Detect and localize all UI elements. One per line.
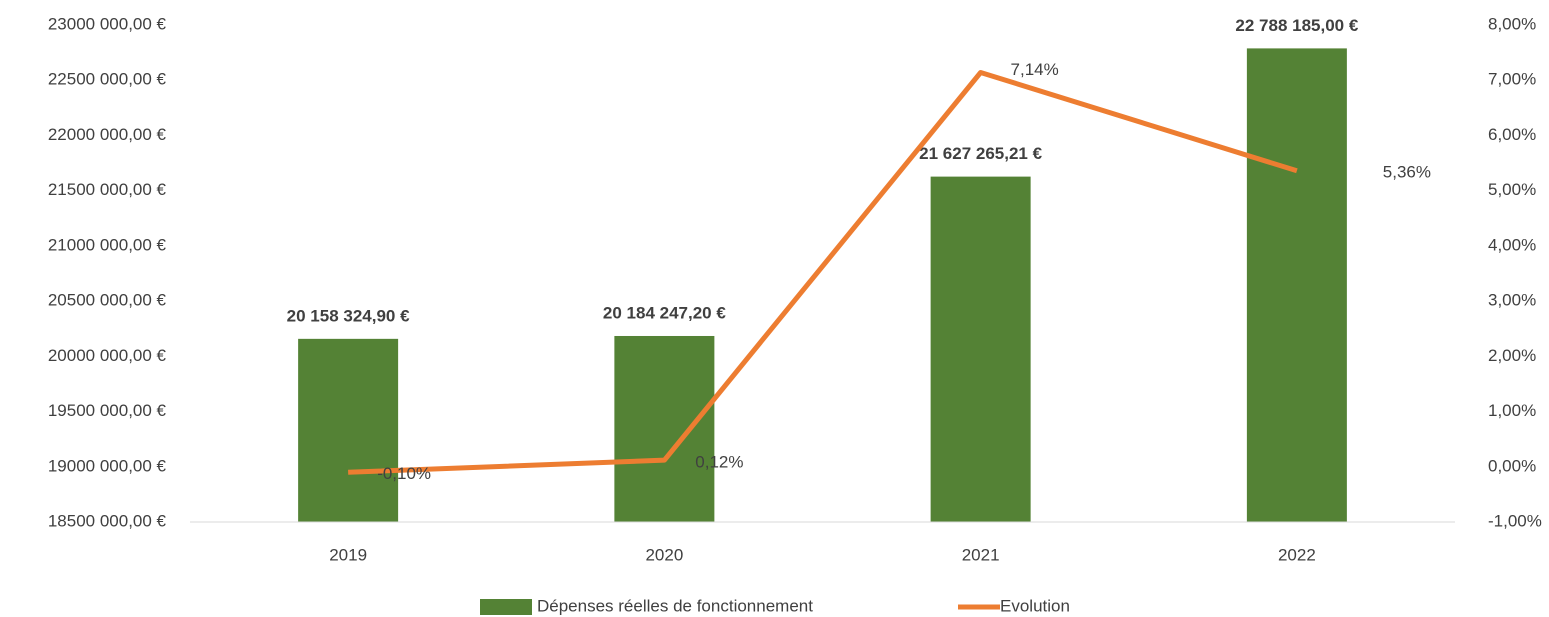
- y2-tick-label: 1,00%: [1488, 401, 1536, 420]
- line-value-label: 5,36%: [1383, 162, 1431, 181]
- y2-tick-label: 4,00%: [1488, 235, 1536, 254]
- x-tick-label: 2019: [329, 545, 367, 564]
- bar: [298, 338, 399, 522]
- y-tick-label: 23000 000,00 €: [48, 14, 167, 33]
- y-tick-label: 22000 000,00 €: [48, 125, 167, 144]
- bar: [930, 176, 1031, 522]
- y2-tick-label: 2,00%: [1488, 346, 1536, 365]
- bar: [1246, 48, 1347, 522]
- y-tick-label: 21000 000,00 €: [48, 235, 167, 254]
- bar: [614, 335, 715, 522]
- bar-value-label: 20 158 324,90 €: [287, 306, 410, 325]
- y2-tick-label: 3,00%: [1488, 291, 1536, 310]
- y-tick-label: 20500 000,00 €: [48, 291, 167, 310]
- x-tick-label: 2021: [962, 545, 1000, 564]
- line-value-label: -0,10%: [377, 464, 431, 483]
- y2-tick-label: 7,00%: [1488, 70, 1536, 89]
- line-value-label: 0,12%: [695, 453, 743, 472]
- y2-tick-label: 8,00%: [1488, 14, 1536, 33]
- line-value-label: 7,14%: [1011, 60, 1059, 79]
- y-tick-label: 20000 000,00 €: [48, 346, 167, 365]
- y-tick-label: 19000 000,00 €: [48, 456, 167, 475]
- x-tick-label: 2020: [645, 545, 683, 564]
- bar-value-label: 22 788 185,00 €: [1235, 16, 1358, 35]
- y2-tick-label: 5,00%: [1488, 180, 1536, 199]
- line-series: [348, 69, 1298, 475]
- y-tick-label: 18500 000,00 €: [48, 511, 167, 530]
- legend-label: Evolution: [1000, 596, 1070, 615]
- legend-swatch: [480, 599, 532, 615]
- y-tick-label: 19500 000,00 €: [48, 401, 167, 420]
- bar-value-label: 20 184 247,20 €: [603, 303, 726, 322]
- x-tick-label: 2022: [1278, 545, 1316, 564]
- bar-value-label: 21 627 265,21 €: [919, 144, 1042, 163]
- y2-tick-label: -1,00%: [1488, 511, 1542, 530]
- legend-label: Dépenses réelles de fonctionnement: [537, 596, 813, 615]
- y2-tick-label: 0,00%: [1488, 456, 1536, 475]
- y-tick-label: 22500 000,00 €: [48, 70, 167, 89]
- y2-tick-label: 6,00%: [1488, 125, 1536, 144]
- y-tick-label: 21500 000,00 €: [48, 180, 167, 199]
